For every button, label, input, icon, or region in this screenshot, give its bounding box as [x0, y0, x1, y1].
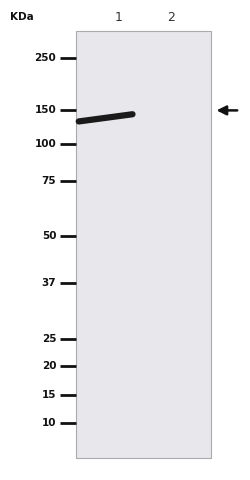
- Text: 50: 50: [42, 231, 56, 241]
- Text: KDa: KDa: [10, 12, 34, 22]
- Text: 250: 250: [34, 53, 56, 62]
- Text: 37: 37: [42, 278, 56, 288]
- Text: 150: 150: [34, 106, 56, 115]
- Text: 25: 25: [42, 335, 56, 344]
- Text: 2: 2: [167, 11, 175, 24]
- Text: 75: 75: [42, 177, 56, 186]
- Text: 20: 20: [42, 361, 56, 371]
- Text: 10: 10: [42, 419, 56, 428]
- Bar: [76, 31, 211, 458]
- Text: 15: 15: [42, 390, 56, 399]
- Text: 100: 100: [34, 139, 56, 149]
- Text: 1: 1: [115, 11, 123, 24]
